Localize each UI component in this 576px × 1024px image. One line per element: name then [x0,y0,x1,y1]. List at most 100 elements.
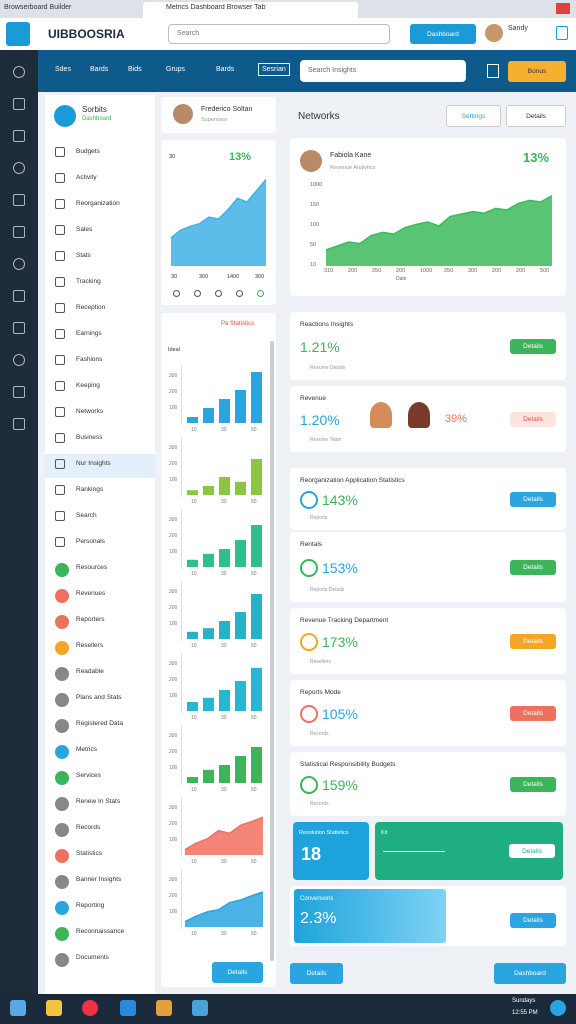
menu-item[interactable]: Business [76,434,103,441]
nav-button[interactable]: Bonus [508,61,566,82]
menu-item[interactable]: Metrics [76,746,97,753]
rail-icon[interactable] [13,66,25,78]
menu-item[interactable]: Sales [76,226,93,233]
card-button[interactable]: Details [510,412,556,427]
taskbar-icon[interactable] [120,1000,136,1016]
y-label: 100 [169,621,178,627]
nav-item[interactable]: Bids [128,66,142,73]
rail-icon[interactable] [13,162,25,174]
clock-day: Sundays [512,998,536,1004]
header-button[interactable]: Dashboard [410,24,476,44]
card-button-label: Details [523,781,543,788]
menu-item[interactable]: Keeping [76,382,100,389]
card-button-label: Details [523,416,543,423]
rail-icon[interactable] [13,386,25,398]
menu-item[interactable]: Records [76,824,101,831]
card-button[interactable]: Details [510,913,556,928]
menu-item[interactable]: Reporting [76,902,105,909]
rail-icon[interactable] [13,258,25,270]
menu-item[interactable]: Documents [76,954,109,961]
nav-item[interactable]: Bards [216,66,235,73]
card-button[interactable]: Details [510,339,556,354]
taskbar-icon[interactable] [156,1000,172,1016]
taskbar-icon[interactable] [10,1000,26,1016]
footer-button[interactable]: Dashboard [494,963,566,984]
list-button[interactable]: Details [212,962,263,983]
menu-item[interactable]: Renew In Stats [76,798,121,805]
menu-item[interactable]: Reception [76,304,106,311]
tile-button[interactable]: Details [509,844,555,858]
menu-item[interactable]: Nur Insights [76,460,111,467]
rail-icon[interactable] [13,130,25,142]
taskbar-icon[interactable] [192,1000,208,1016]
rail-icon[interactable] [13,418,25,430]
tool-icon[interactable] [215,290,222,297]
menu-item[interactable]: Networks [76,408,104,415]
filter-dropdown[interactable]: Details [506,105,566,127]
menu-item[interactable]: Reporters [76,616,105,623]
tray-icon[interactable] [550,1000,566,1016]
tool-icon[interactable] [236,290,243,297]
nav-item[interactable]: Sdes [55,66,71,73]
rail-icon[interactable] [13,194,25,206]
nav-item[interactable]: Bards [90,66,109,73]
menu-item[interactable]: Search [76,512,97,519]
menu-item[interactable]: Banner Insights [76,876,122,883]
y-label: 200 [169,821,178,827]
menu-item[interactable]: Earnings [76,330,102,337]
nav-icon[interactable] [487,64,499,78]
card-button[interactable]: Details [510,492,556,507]
menu-item[interactable]: Resellers [76,642,104,649]
bar [203,486,214,495]
x-label: 200 [348,268,358,274]
menu-item[interactable]: Reorganization [76,200,120,207]
nav-item[interactable]: Grups [166,66,186,73]
taskbar-icon[interactable] [46,1000,62,1016]
close[interactable] [556,3,570,14]
card-button[interactable]: Details [510,777,556,792]
rail-icon[interactable] [13,290,25,302]
menu-item[interactable]: Personals [76,538,105,545]
menu-item[interactable]: Reconnaissance [76,928,125,935]
mini-chart [184,816,264,855]
card-button[interactable]: Details [510,706,556,721]
taskbar-icon[interactable] [82,1000,98,1016]
footer-button[interactable]: Details [290,963,343,984]
search[interactable]: Search [168,24,390,44]
menu-item[interactable]: Plans and Stats [76,694,122,701]
icon[interactable] [556,26,568,40]
menu-item[interactable]: Rankings [76,486,104,493]
rail-icon[interactable] [13,322,25,334]
menu-item[interactable]: Resources [76,564,108,571]
x-label: 30 [221,931,227,937]
tool-icon[interactable] [194,290,201,297]
menu-item[interactable]: Readable [76,668,104,675]
bar [235,756,246,783]
card-sub: Resellers [310,659,331,665]
tool-icon[interactable] [173,290,180,297]
tab[interactable]: Browserboard Builder [4,4,72,11]
nav-item[interactable]: Sesrian [258,63,290,76]
menu-item[interactable]: Fashions [76,356,103,363]
menu-item[interactable]: Revenues [76,590,106,597]
menu-item[interactable]: Registered Data [76,720,123,727]
bar [203,628,214,639]
settings-button[interactable]: Settings [446,105,501,127]
rail-icon[interactable] [13,354,25,366]
rail-icon[interactable] [13,226,25,238]
selected-row[interactable] [45,454,155,478]
rail-icon[interactable] [13,98,25,110]
menu-item[interactable]: Statistics [76,850,103,857]
card-button[interactable]: Details [510,634,556,649]
nav-search[interactable]: Search Insights [300,60,466,82]
menu-item[interactable]: Services [76,772,101,779]
tool-icon[interactable] [257,290,264,297]
menu-item[interactable]: Stats [76,252,91,259]
mini-chart [187,594,262,639]
tab-active[interactable] [143,2,358,18]
x-label: 300 [468,268,478,274]
menu-item[interactable]: Budgets [76,148,100,155]
card-button[interactable]: Details [510,560,556,575]
menu-item[interactable]: Tracking [76,278,101,285]
menu-item[interactable]: Activity [76,174,97,181]
